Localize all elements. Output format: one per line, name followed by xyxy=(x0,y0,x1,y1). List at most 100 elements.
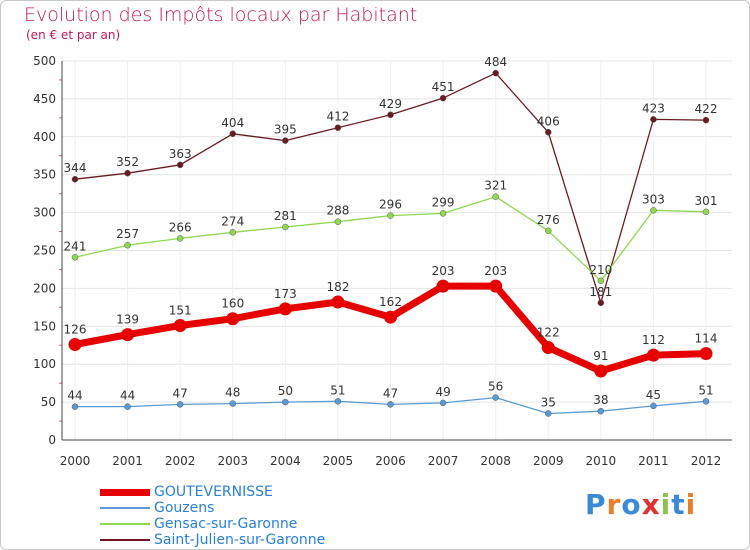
data-point xyxy=(282,398,289,406)
legend-swatch xyxy=(100,539,150,541)
data-label: 296 xyxy=(379,198,402,212)
logo-letter: o xyxy=(621,488,642,521)
data-label: 173 xyxy=(274,287,297,301)
x-tick-label: 2001 xyxy=(112,454,143,468)
data-point xyxy=(646,348,660,362)
data-point xyxy=(278,302,292,316)
data-point xyxy=(545,410,552,417)
x-tick-label: 2000 xyxy=(60,454,91,468)
data-label: 412 xyxy=(326,110,349,124)
data-label: 91 xyxy=(593,349,608,363)
data-label: 451 xyxy=(432,80,455,94)
data-point xyxy=(545,227,552,235)
legend-swatch xyxy=(100,488,150,496)
chart-title: Evolution des Impôts locaux par Habitant xyxy=(24,4,418,26)
data-point xyxy=(331,295,345,309)
data-label: 484 xyxy=(484,55,507,69)
data-point xyxy=(121,328,135,342)
data-point xyxy=(387,212,394,219)
x-tick-label: 2012 xyxy=(691,454,722,468)
data-label: 299 xyxy=(432,195,455,209)
data-point xyxy=(702,116,710,124)
data-point xyxy=(124,403,131,410)
proxiti-logo: Proxiti xyxy=(585,488,696,521)
data-label: 344 xyxy=(64,161,87,175)
data-point xyxy=(650,116,657,123)
y-tick-label: 200 xyxy=(33,281,56,295)
data-label: 276 xyxy=(537,213,560,227)
data-point xyxy=(387,111,394,119)
data-point xyxy=(282,137,289,144)
data-label: 422 xyxy=(695,102,718,116)
y-tick-label: 250 xyxy=(33,244,56,258)
data-point xyxy=(699,347,713,361)
y-tick-label: 500 xyxy=(33,54,56,68)
data-label: 47 xyxy=(173,386,188,400)
data-label: 395 xyxy=(274,123,297,137)
logo-letter: i xyxy=(660,488,672,521)
data-point xyxy=(492,394,499,401)
x-tick-label: 2011 xyxy=(638,454,669,468)
data-label: 241 xyxy=(64,239,87,253)
y-tick-label: 400 xyxy=(33,130,56,144)
data-label: 210 xyxy=(589,263,612,277)
x-tick-label: 2009 xyxy=(533,454,564,468)
x-tick-label: 2005 xyxy=(323,454,354,468)
data-label: 203 xyxy=(484,264,507,278)
data-point xyxy=(439,399,447,407)
data-point xyxy=(436,279,450,293)
x-tick-label: 2008 xyxy=(480,454,511,468)
legend-item: Saint-Julien-sur-Garonne xyxy=(100,532,400,548)
data-label: 45 xyxy=(646,388,661,402)
data-point xyxy=(545,129,552,136)
data-label: 352 xyxy=(116,155,139,169)
data-point xyxy=(597,277,605,285)
data-point xyxy=(124,241,131,249)
data-label: 182 xyxy=(326,280,349,294)
data-label: 44 xyxy=(67,389,82,403)
data-point xyxy=(176,235,184,242)
data-label: 50 xyxy=(278,384,293,398)
data-point xyxy=(226,312,240,326)
data-point xyxy=(229,400,236,407)
x-tick-label: 2002 xyxy=(165,454,196,468)
data-label: 301 xyxy=(695,194,718,208)
data-point xyxy=(594,364,608,378)
data-label: 363 xyxy=(169,147,192,161)
logo-letter: x xyxy=(641,488,661,521)
data-label: 126 xyxy=(64,322,87,336)
data-label: 429 xyxy=(379,97,402,111)
data-label: 423 xyxy=(642,101,665,115)
data-point xyxy=(173,319,187,333)
data-label: 44 xyxy=(120,389,135,403)
data-point xyxy=(71,254,79,261)
data-point xyxy=(597,407,605,415)
data-point xyxy=(334,398,342,405)
data-label: 203 xyxy=(432,264,455,278)
data-label: 151 xyxy=(169,304,192,318)
legend-label: Gouzens xyxy=(154,500,215,516)
data-point xyxy=(492,193,499,200)
chart-subtitle: (en € et par an) xyxy=(26,28,121,42)
legend-item: Gouzens xyxy=(100,500,400,516)
legend-label: Gensac-sur-Garonne xyxy=(154,516,298,532)
data-point xyxy=(702,398,710,405)
data-point xyxy=(650,402,657,410)
data-label: 181 xyxy=(589,285,612,299)
data-point xyxy=(71,175,79,183)
data-label: 48 xyxy=(225,386,240,400)
data-point xyxy=(541,341,555,355)
legend-swatch xyxy=(100,507,150,509)
data-point xyxy=(124,169,131,177)
y-tick-label: 150 xyxy=(33,319,56,333)
y-tick-label: 50 xyxy=(41,395,56,409)
legend-item: Gensac-sur-Garonne xyxy=(100,516,400,532)
data-label: 114 xyxy=(695,332,718,346)
data-label: 38 xyxy=(593,393,608,407)
data-point xyxy=(334,218,342,225)
x-tick-label: 2007 xyxy=(428,454,459,468)
data-point xyxy=(439,210,447,217)
data-label: 51 xyxy=(330,383,345,397)
y-tick-label: 0 xyxy=(48,433,56,447)
